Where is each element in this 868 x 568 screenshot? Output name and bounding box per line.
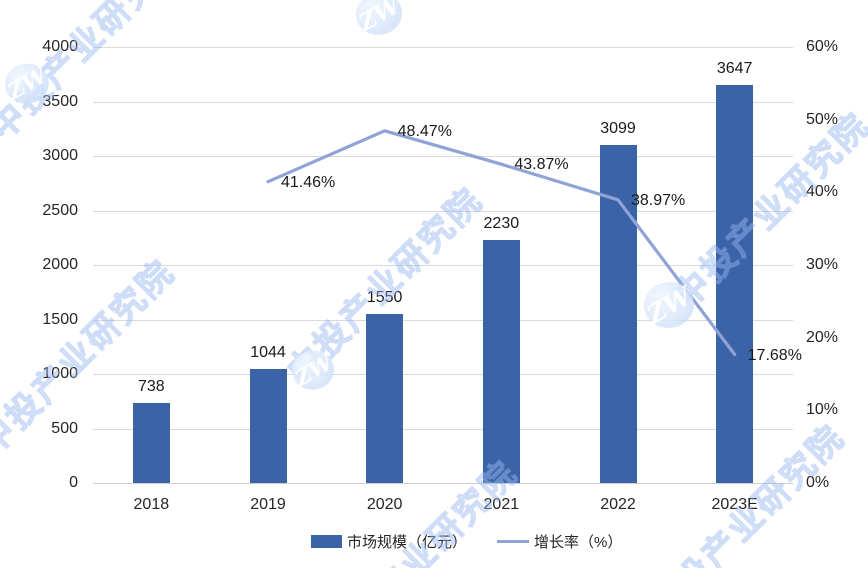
x-axis-label-2018: 2018 (133, 496, 170, 513)
right-axis-tick: 60% (806, 38, 839, 55)
left-axis-tick: 0 (69, 474, 78, 491)
growth-point-label: 48.47% (397, 122, 452, 140)
legend-item-market-size: 市场规模（亿元） (311, 531, 467, 552)
right-axis-tick: 40% (806, 183, 839, 201)
legend-bar-label: 市场规模（亿元） (347, 534, 468, 551)
gridline (93, 101, 793, 103)
bar-value-label: 738 (137, 377, 165, 395)
right-axis-tick: 30% (806, 256, 839, 273)
growth-point-label: 38.97% (631, 191, 686, 209)
bar-value-label: 2230 (483, 214, 520, 232)
gridline (93, 374, 793, 375)
x-axis-label-2020: 2020 (366, 496, 403, 513)
bar-value-label: 1044 (250, 344, 286, 362)
bar-swatch-icon (311, 535, 342, 548)
bar-2018 (132, 402, 170, 483)
left-axis-tick: 2500 (42, 201, 78, 219)
left-axis-tick: 1500 (42, 310, 78, 328)
right-axis-tick: 50% (806, 110, 839, 128)
legend-line-label: 增长率（%） (534, 534, 623, 551)
growth-point-label: 41.46% (281, 173, 336, 191)
x-axis-label-2019: 2019 (250, 496, 286, 513)
bar-value-label: 3099 (600, 120, 636, 138)
x-axis-label-2021: 2021 (483, 496, 520, 513)
left-axis-tick: 2000 (42, 256, 78, 273)
bar-value-label: 3647 (716, 60, 753, 78)
growth-point-label: 43.87% (514, 156, 569, 174)
right-axis-tick: 10% (806, 401, 839, 419)
gridline (93, 428, 793, 430)
gridline (93, 47, 793, 48)
bar-value-label: 1550 (366, 289, 403, 307)
line-swatch-icon (497, 540, 530, 543)
gridline (93, 483, 793, 484)
left-axis-tick: 3000 (42, 147, 78, 164)
legend-item-growth-rate: 增长率（%） (497, 531, 622, 552)
x-axis-label-2023E: 2023E (711, 496, 758, 513)
growth-point-label: 17.68% (747, 346, 802, 364)
x-axis-label-2022: 2022 (600, 496, 636, 513)
bar-2019 (249, 369, 287, 483)
left-axis-tick: 4000 (42, 38, 78, 55)
right-axis-tick: 20% (806, 328, 839, 346)
legend: 市场规模（亿元） 增长率（%） (311, 531, 622, 552)
left-axis-tick: 500 (51, 419, 78, 437)
right-axis-tick: 0% (806, 474, 830, 491)
left-axis-tick: 1000 (42, 365, 78, 382)
